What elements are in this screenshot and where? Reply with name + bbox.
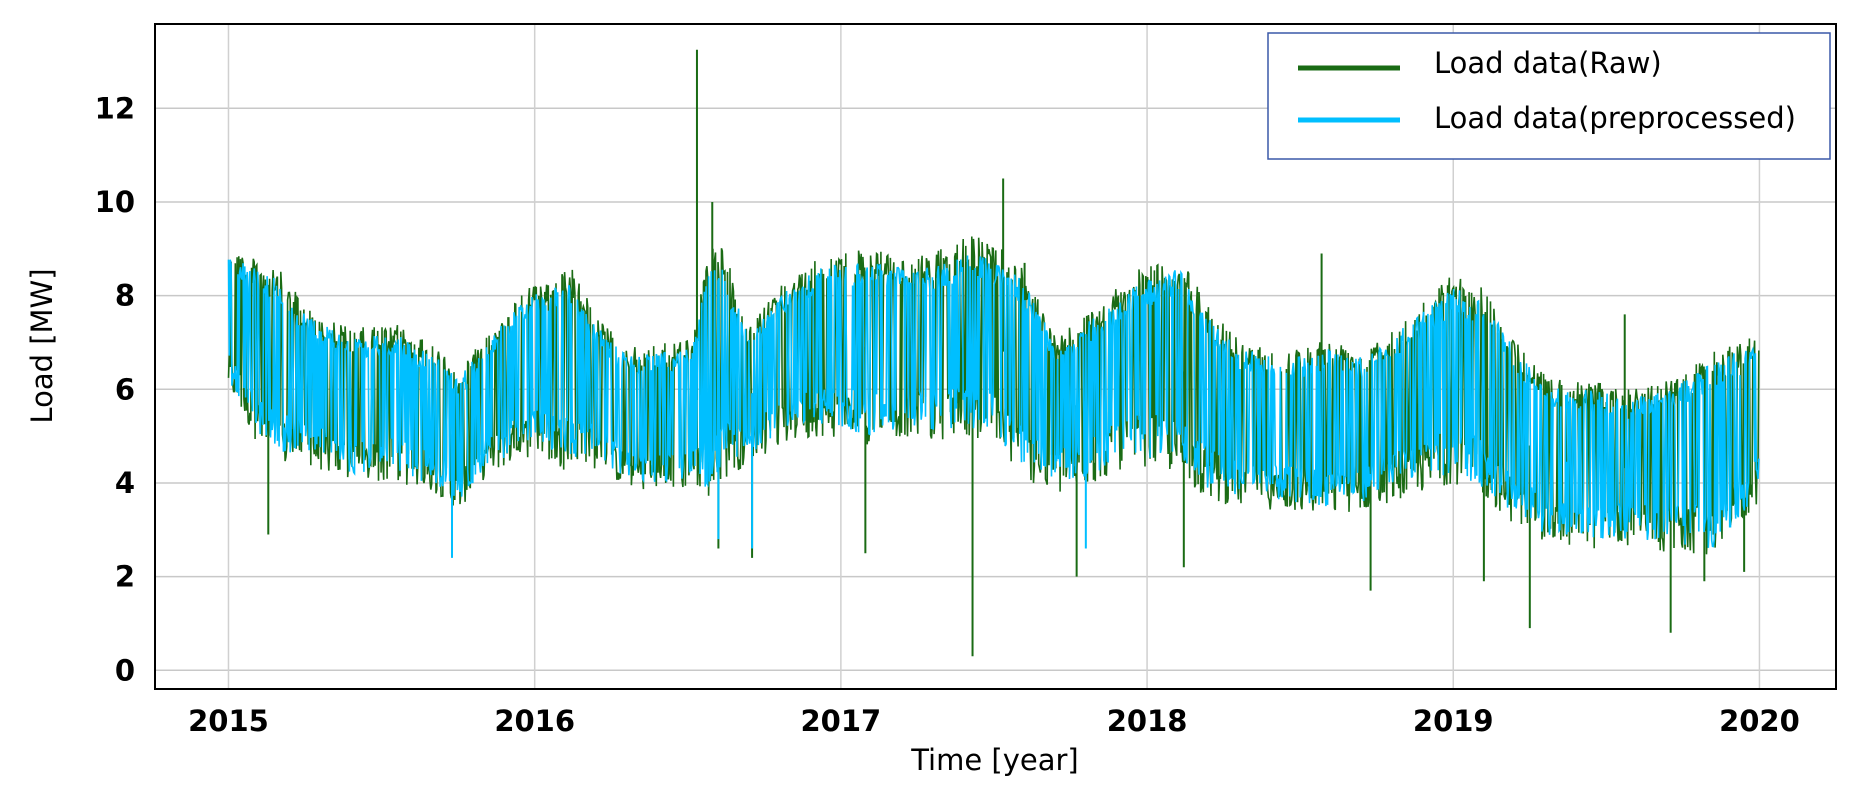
y-tick-label: 6 xyxy=(115,372,135,406)
y-tick-label: 12 xyxy=(95,91,135,125)
x-tick-label: 2020 xyxy=(1719,704,1800,738)
x-tick-label: 2018 xyxy=(1107,704,1188,738)
x-axis-ticks: 2015 2016 2017 2018 2019 2020 xyxy=(188,704,1800,738)
preprocessed-series-path xyxy=(227,255,1760,548)
plot-area xyxy=(227,49,1760,657)
y-tick-label: 4 xyxy=(115,466,135,500)
x-tick-label: 2016 xyxy=(494,704,575,738)
legend: Load data(Raw) Load data(preprocessed) xyxy=(1267,32,1831,160)
y-tick-label: 0 xyxy=(115,653,135,687)
legend-box xyxy=(1267,32,1831,160)
legend-label-raw: Load data(Raw) xyxy=(1434,46,1662,80)
y-axis-label: Load [MW] xyxy=(25,268,59,423)
x-axis-label: Time [year] xyxy=(910,743,1079,777)
y-tick-label: 10 xyxy=(95,185,135,219)
x-tick-label: 2015 xyxy=(188,704,269,738)
y-tick-label: 8 xyxy=(115,279,135,313)
legend-label-preprocessed: Load data(preprocessed) xyxy=(1434,101,1796,135)
series-preprocessed-line xyxy=(227,255,1760,558)
x-tick-label: 2019 xyxy=(1413,704,1494,738)
y-axis-ticks: 0 2 4 6 8 10 12 xyxy=(95,91,135,687)
x-tick-label: 2017 xyxy=(801,704,882,738)
raw-series-path xyxy=(227,236,1760,555)
y-tick-label: 2 xyxy=(115,560,135,594)
plot-frame xyxy=(154,23,1837,690)
